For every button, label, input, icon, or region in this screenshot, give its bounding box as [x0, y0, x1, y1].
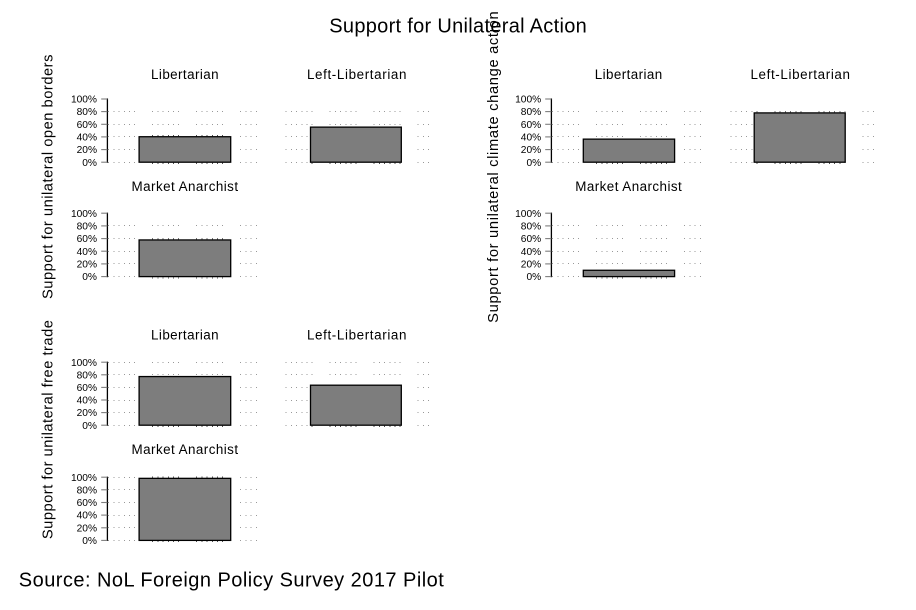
- svg-text:0%: 0%: [82, 272, 97, 283]
- svg-text:40%: 40%: [77, 511, 97, 522]
- svg-text:Support for unilateral climate: Support for unilateral climate change ac…: [486, 11, 502, 323]
- svg-text:40%: 40%: [77, 396, 97, 407]
- svg-text:Support for unilateral open bo: Support for unilateral open borders: [41, 55, 57, 299]
- svg-text:100%: 100%: [515, 95, 541, 106]
- svg-text:0%: 0%: [82, 158, 97, 169]
- svg-text:40%: 40%: [77, 247, 97, 258]
- svg-text:Market Anarchist: Market Anarchist: [575, 179, 682, 194]
- svg-text:Source: NoL Foreign Policy Sur: Source: NoL Foreign Policy Survey 2017 P…: [19, 569, 444, 591]
- svg-text:Left-Libertarian: Left-Libertarian: [307, 328, 407, 343]
- svg-text:60%: 60%: [521, 234, 541, 245]
- svg-text:80%: 80%: [521, 222, 541, 233]
- svg-text:100%: 100%: [71, 473, 97, 484]
- svg-text:20%: 20%: [77, 145, 97, 156]
- svg-text:100%: 100%: [71, 209, 97, 220]
- svg-text:60%: 60%: [521, 120, 541, 131]
- svg-text:80%: 80%: [521, 107, 541, 118]
- svg-text:0%: 0%: [526, 272, 541, 283]
- svg-text:20%: 20%: [521, 145, 541, 156]
- svg-text:100%: 100%: [515, 209, 541, 220]
- svg-text:100%: 100%: [71, 358, 97, 369]
- svg-text:20%: 20%: [77, 260, 97, 271]
- svg-text:Left-Libertarian: Left-Libertarian: [750, 67, 850, 82]
- svg-text:Market Anarchist: Market Anarchist: [132, 179, 239, 194]
- svg-text:40%: 40%: [521, 133, 541, 144]
- svg-text:80%: 80%: [77, 107, 97, 118]
- svg-text:100%: 100%: [71, 95, 97, 106]
- svg-text:60%: 60%: [77, 383, 97, 394]
- svg-text:Market Anarchist: Market Anarchist: [132, 442, 239, 457]
- svg-text:60%: 60%: [77, 120, 97, 131]
- svg-text:0%: 0%: [526, 158, 541, 169]
- svg-text:Libertarian: Libertarian: [595, 67, 663, 82]
- svg-text:Support for unilateral free tr: Support for unilateral free trade: [41, 320, 57, 539]
- svg-text:40%: 40%: [77, 133, 97, 144]
- svg-text:Support for Unilateral Action: Support for Unilateral Action: [329, 16, 587, 38]
- svg-text:0%: 0%: [82, 536, 97, 547]
- svg-text:60%: 60%: [77, 498, 97, 509]
- svg-text:20%: 20%: [77, 408, 97, 419]
- svg-text:80%: 80%: [77, 485, 97, 496]
- svg-text:60%: 60%: [77, 234, 97, 245]
- svg-text:40%: 40%: [521, 247, 541, 258]
- svg-text:20%: 20%: [77, 523, 97, 534]
- svg-text:Libertarian: Libertarian: [151, 67, 219, 82]
- svg-text:80%: 80%: [77, 222, 97, 233]
- svg-text:20%: 20%: [521, 260, 541, 271]
- svg-text:Left-Libertarian: Left-Libertarian: [307, 67, 407, 82]
- svg-text:0%: 0%: [82, 421, 97, 432]
- svg-text:80%: 80%: [77, 370, 97, 381]
- svg-text:Libertarian: Libertarian: [151, 328, 219, 343]
